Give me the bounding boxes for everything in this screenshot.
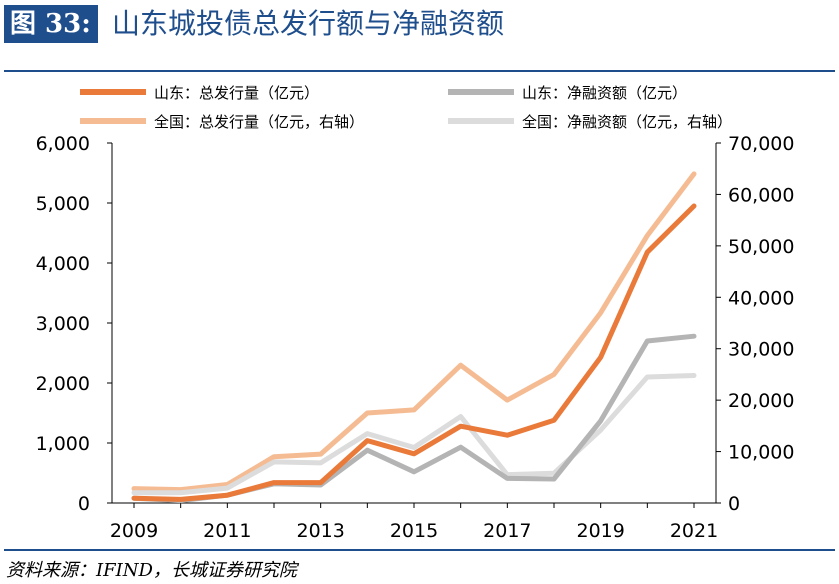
y-right-tick-label: 30,000 [728, 339, 794, 361]
y-left-tick-label: 5,000 [36, 193, 90, 215]
figure-label: 图 33: [4, 5, 98, 43]
source-note: 资料来源：IFIND，长城证券研究院 [6, 560, 297, 581]
x-tick-label: 2021 [670, 520, 718, 542]
chart-legend: 山东：总发行量（亿元） 山东：净融资额（亿元） 全国：总发行量（亿元，右轴） 全国：净… [80, 84, 732, 131]
series-line-4 [131, 373, 697, 496]
y-left-tick-label: 2,000 [36, 373, 90, 395]
y-right-tick-label: 0 [728, 493, 740, 515]
series-line-1 [131, 203, 697, 502]
y-right-tick-label: 10,000 [728, 442, 794, 464]
x-tick-label: 2011 [203, 520, 251, 542]
y-right-tick-label: 50,000 [728, 236, 794, 258]
x-tick-label: 2017 [483, 520, 531, 542]
y-left-tick-label: 1,000 [36, 433, 90, 455]
x-tick-label: 2009 [110, 520, 158, 542]
y-left-tick-label: 0 [78, 493, 90, 515]
x-tick-label: 2013 [296, 520, 344, 542]
x-tick-label: 2019 [576, 520, 624, 542]
series-line-3 [131, 171, 697, 493]
chart-series [131, 171, 697, 504]
y-right-tick-label: 40,000 [728, 287, 794, 309]
top-rule [4, 70, 835, 72]
legend-label-1: 山东：总发行量（亿元） [154, 84, 319, 102]
y-left-tick-label: 4,000 [36, 253, 90, 275]
y-right-tick-label: 20,000 [728, 390, 794, 412]
y-left-tick-label: 3,000 [36, 313, 90, 335]
chart-axes: 0 1,000 2,000 3,000 4,000 5,000 6,000 0 10,000 20… [36, 133, 795, 542]
y-right-tick-label: 60,000 [728, 184, 794, 206]
legend-label-4: 全国：净融资额（亿元，右轴） [522, 113, 732, 131]
y-left-tick-label: 6,000 [36, 133, 90, 155]
y-right-tick-label: 70,000 [728, 133, 794, 155]
x-tick-label: 2015 [390, 520, 438, 542]
legend-label-2: 山东：净融资额（亿元） [522, 84, 687, 102]
figure-title: 山东城投债总发行额与净融资额 [112, 7, 505, 40]
bottom-rule [4, 549, 835, 551]
legend-label-3: 全国：总发行量（亿元，右轴） [154, 113, 364, 131]
